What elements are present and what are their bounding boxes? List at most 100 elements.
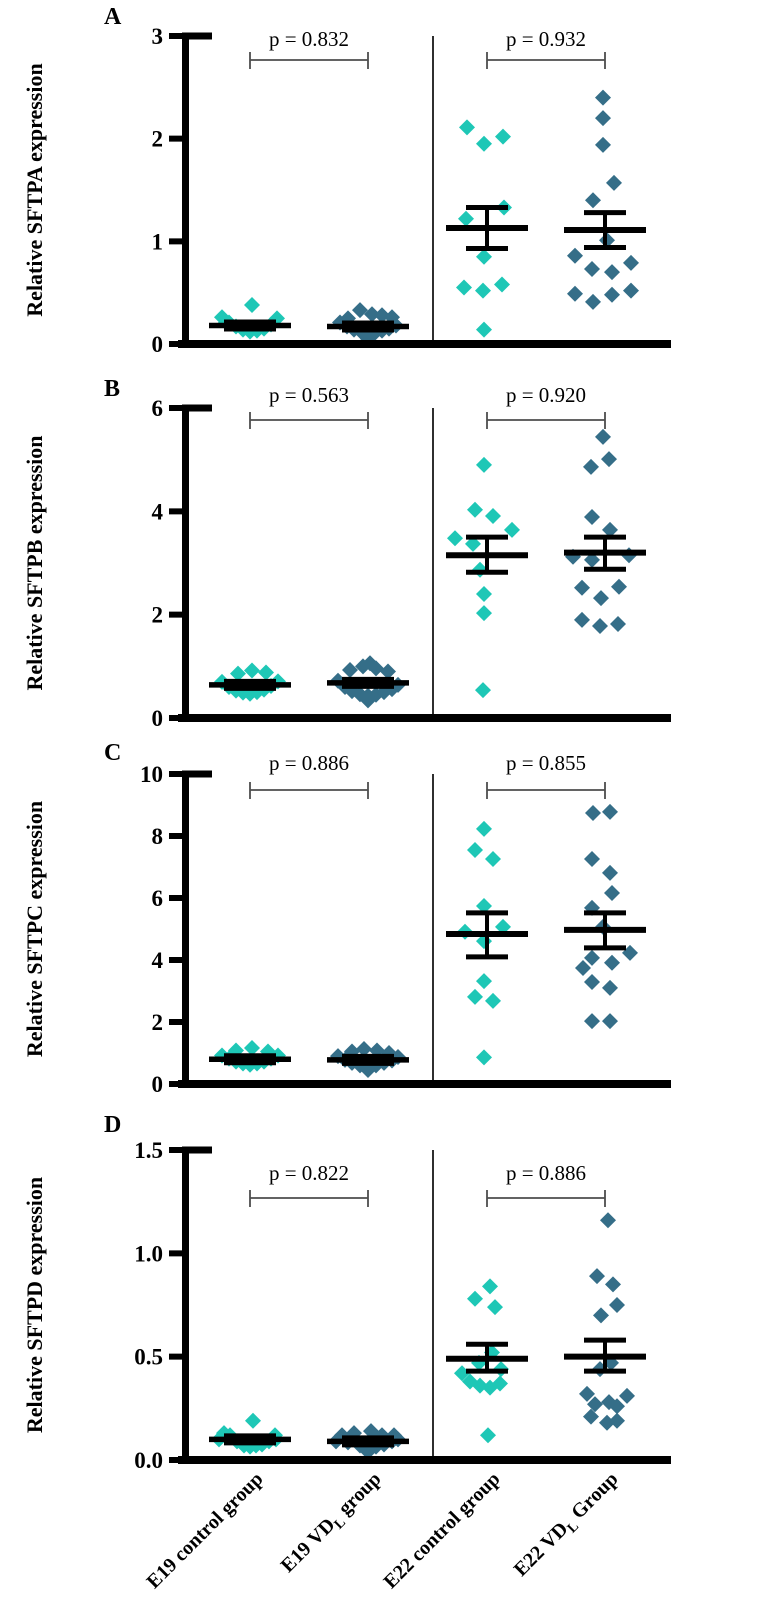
- data-point: [360, 1062, 376, 1079]
- data-point: [244, 662, 260, 679]
- data-point: [567, 247, 583, 264]
- data-point: [495, 918, 511, 935]
- scatter-group: [446, 820, 528, 1066]
- axes: 0 2 4 6: [152, 396, 671, 731]
- scatter-group: [209, 662, 291, 702]
- significance-bracket: p = 0.932: [486, 27, 606, 69]
- data-point: [595, 89, 611, 106]
- p-value-label: p = 0.832: [269, 27, 349, 51]
- x-axis-group-label: E19 VDL group: [277, 1468, 389, 1580]
- data-point: [476, 248, 492, 265]
- data-point: [476, 135, 492, 152]
- panel-D: p = 0.822 p = 0.886 0.0 0.5 1.0 1.5 D Relative …: [22, 1112, 671, 1473]
- data-point: [482, 1278, 498, 1295]
- data-point: [584, 974, 600, 991]
- data-point: [575, 960, 591, 977]
- data-point: [476, 1049, 492, 1066]
- data-point: [602, 864, 618, 881]
- significance-bracket: p = 0.563: [249, 383, 369, 429]
- data-point: [244, 1040, 260, 1057]
- data-point: [476, 456, 492, 473]
- data-point: [230, 665, 246, 682]
- p-value-label: p = 0.822: [269, 1161, 349, 1185]
- data-point: [467, 501, 483, 518]
- y-tick-label: 2: [152, 127, 164, 152]
- data-point: [476, 321, 492, 338]
- data-point: [476, 586, 492, 602]
- p-value-label: p = 0.886: [269, 751, 349, 775]
- data-point: [467, 841, 483, 858]
- y-tick-label: 1: [152, 229, 164, 254]
- y-tick-label: 4: [152, 499, 164, 524]
- y-axis-title: Relative SFTPA expression: [22, 63, 47, 316]
- data-point: [623, 254, 639, 271]
- data-point: [585, 293, 601, 310]
- y-tick-label: 0: [152, 332, 164, 357]
- scatter-group: [327, 655, 409, 709]
- panel-letter: D: [104, 1112, 121, 1138]
- data-point: [574, 611, 590, 628]
- data-point: [611, 578, 627, 595]
- axes: 0 1 2 3: [152, 24, 671, 357]
- data-point: [584, 1013, 600, 1030]
- y-tick-label: 3: [152, 24, 164, 49]
- y-tick-label: 2: [152, 603, 164, 628]
- data-point: [574, 579, 590, 596]
- panel-A: p = 0.832 p = 0.932 0 1 2 3 A Relative SFTPA ex…: [22, 4, 671, 357]
- data-point: [360, 692, 376, 709]
- data-point: [593, 1307, 609, 1324]
- y-axis-title: Relative SFTPD expression: [22, 1177, 47, 1433]
- significance-bracket: p = 0.832: [249, 27, 369, 69]
- p-value-label: p = 0.886: [506, 1161, 586, 1185]
- data-point: [258, 664, 274, 681]
- y-tick-label: 8: [152, 824, 164, 849]
- data-point: [602, 1013, 618, 1030]
- y-tick-label: 4: [152, 948, 164, 973]
- scatter-group: [327, 302, 409, 347]
- data-point: [609, 1398, 625, 1415]
- data-point: [583, 1408, 599, 1425]
- data-point: [485, 992, 501, 1009]
- data-point: [595, 428, 611, 445]
- data-point: [579, 1385, 595, 1402]
- data-point: [592, 618, 608, 635]
- y-tick-label: 2: [152, 1010, 164, 1035]
- data-point: [475, 682, 491, 699]
- significance-bracket: p = 0.920: [486, 383, 606, 429]
- data-point: [605, 1276, 621, 1293]
- data-point: [584, 850, 600, 867]
- y-tick-label: 0: [152, 1072, 164, 1097]
- y-tick-label: 0.5: [134, 1345, 163, 1370]
- panel-B: p = 0.563 p = 0.920 0 2 4 6 B Relative SFTPB ex…: [22, 376, 671, 731]
- data-point: [476, 898, 492, 915]
- data-point: [584, 949, 600, 966]
- data-point: [587, 1396, 603, 1413]
- significance-bracket: p = 0.886: [486, 1161, 606, 1207]
- data-point: [485, 507, 501, 524]
- scatter-group: [564, 89, 646, 310]
- panel-letter: A: [104, 4, 122, 30]
- data-point: [606, 174, 622, 191]
- data-point: [595, 110, 611, 127]
- y-axis-title: Relative SFTPB expression: [22, 435, 47, 690]
- data-point: [476, 973, 492, 990]
- data-point: [584, 261, 600, 278]
- x-axis-group-label: E22 control group: [379, 1468, 504, 1593]
- data-point: [244, 296, 260, 313]
- data-point: [342, 661, 358, 678]
- significance-bracket: p = 0.855: [486, 751, 606, 799]
- p-value-label: p = 0.855: [506, 751, 586, 775]
- data-point: [360, 1443, 376, 1460]
- axes: 0.0 0.5 1.0 1.5: [134, 1138, 671, 1473]
- data-point: [364, 306, 380, 323]
- data-point: [467, 988, 483, 1005]
- scatter-group: [446, 119, 528, 338]
- data-point: [585, 192, 601, 209]
- panel-letter: C: [104, 740, 121, 766]
- data-point: [475, 282, 491, 299]
- data-point: [476, 820, 492, 837]
- data-point: [623, 282, 639, 299]
